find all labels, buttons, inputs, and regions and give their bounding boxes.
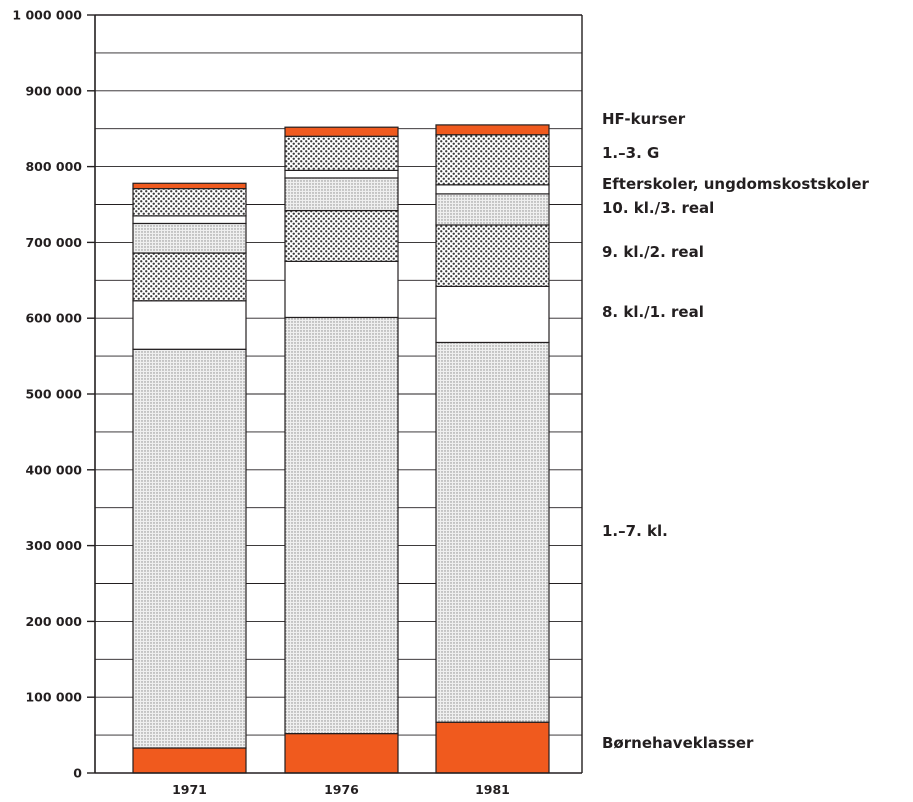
bars <box>132 124 550 774</box>
legend-label-7: HF-kurser <box>602 110 686 128</box>
legend-label-1: 1.–7. kl. <box>602 522 668 540</box>
bar-segment-1971-0 <box>132 747 247 774</box>
bar-segment-1976-0 <box>284 732 399 774</box>
y-tick-label: 400 000 <box>25 462 82 477</box>
bar-segment-1981-4 <box>435 193 550 226</box>
y-tick-label: 900 000 <box>25 83 82 98</box>
y-tick-label: 600 000 <box>25 311 82 326</box>
bar-segment-1976-4 <box>284 177 399 212</box>
y-tick-label: 700 000 <box>25 235 82 250</box>
x-tick-label: 1981 <box>475 782 510 797</box>
y-tick-label: 500 000 <box>25 387 82 402</box>
labels: 0 100 000 200 000 300 000 400 000 500 000 600 … <box>12 8 869 798</box>
bar-segment-1971-4 <box>132 222 247 254</box>
y-tick-label: 1 000 000 <box>12 8 82 23</box>
legend-label-4: 10. kl./3. real <box>602 199 714 217</box>
legend-label-5: Efterskoler, ungdomskostskoler <box>602 175 870 193</box>
bar-segment-1971-7 <box>132 182 247 190</box>
y-tick-label: 300 000 <box>25 538 82 553</box>
bar-segment-1976-7 <box>284 126 399 137</box>
bar-segment-1981-7 <box>435 124 550 136</box>
legend-label-6: 1.–3. G <box>602 144 659 162</box>
bar-segment-1971-3 <box>132 252 247 302</box>
bar-segment-1981-0 <box>435 721 550 774</box>
bar-segment-1976-1 <box>284 316 399 735</box>
bar-segment-1976-6 <box>284 135 399 171</box>
legend-label-0: Børnehaveklasser <box>602 734 754 752</box>
y-tick-label: 100 000 <box>25 690 82 705</box>
bar-segment-1971-6 <box>132 187 247 217</box>
bar-segment-1971-1 <box>132 348 247 749</box>
bar-segment-1976-3 <box>284 209 399 262</box>
bar-segment-1971-5 <box>132 215 247 225</box>
y-tick-label: 800 000 <box>25 159 82 174</box>
y-tick-label: 200 000 <box>25 614 82 629</box>
bar-segment-1981-1 <box>435 341 550 723</box>
bar-segment-1981-5 <box>435 184 550 195</box>
x-tick-label: 1976 <box>324 782 359 797</box>
bar-segment-1981-2 <box>435 285 550 344</box>
bar-segment-1981-6 <box>435 134 550 186</box>
bar-segment-1976-5 <box>284 169 399 179</box>
bar-segment-1971-2 <box>132 300 247 350</box>
legend-label-3: 9. kl./2. real <box>602 243 704 261</box>
y-tick-label: 0 <box>73 766 82 781</box>
bar-segment-1976-2 <box>284 260 399 319</box>
bar-segment-1981-3 <box>435 224 550 287</box>
x-tick-label: 1971 <box>172 782 207 797</box>
axes <box>87 14 583 774</box>
legend-label-2: 8. kl./1. real <box>602 303 704 321</box>
